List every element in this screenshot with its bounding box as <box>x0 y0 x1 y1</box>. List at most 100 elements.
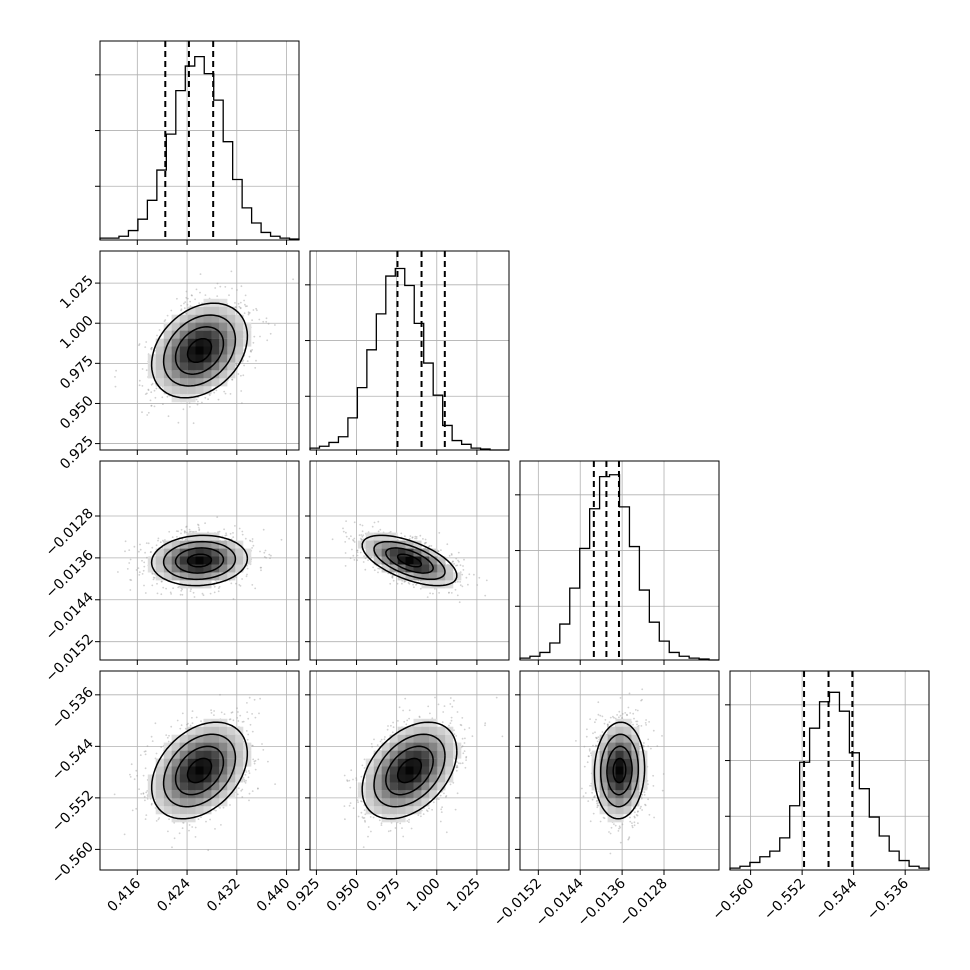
sample-point <box>344 565 347 567</box>
panel-frame <box>99 40 300 241</box>
sample-point <box>159 541 162 544</box>
panel-background <box>100 41 299 240</box>
sample-point <box>207 398 209 401</box>
sample-point <box>138 344 140 347</box>
sample-point <box>231 287 233 290</box>
sample-point <box>157 537 160 540</box>
sample-point <box>162 403 164 405</box>
sample-point <box>144 393 147 395</box>
scatter-panel <box>305 460 510 665</box>
sample-point <box>364 557 367 560</box>
sample-point <box>150 348 153 351</box>
sample-point <box>424 538 427 541</box>
sample-point <box>190 294 193 297</box>
sample-point <box>138 550 140 553</box>
sample-point <box>232 598 235 600</box>
sample-point <box>180 532 182 535</box>
sample-point <box>455 564 457 567</box>
sample-point <box>362 534 365 537</box>
sample-point <box>141 573 144 575</box>
sample-point <box>379 528 382 531</box>
sample-point <box>265 317 268 320</box>
sample-point <box>461 585 464 588</box>
density-cell <box>195 556 204 565</box>
sample-point <box>147 389 150 391</box>
sample-point <box>246 573 248 576</box>
density-cell <box>235 346 244 355</box>
density-cell <box>445 572 454 581</box>
sample-point <box>146 414 149 416</box>
sample-point <box>199 273 202 275</box>
sample-point <box>128 549 131 551</box>
sample-point <box>142 569 145 572</box>
sample-point <box>476 584 479 586</box>
sample-point <box>201 401 203 404</box>
sample-point <box>186 297 189 300</box>
sample-point <box>459 584 462 587</box>
sample-point <box>248 355 251 358</box>
sample-point <box>409 535 412 537</box>
sample-point <box>364 568 367 571</box>
density-cell <box>171 370 180 379</box>
sample-point <box>242 374 245 377</box>
sample-point <box>440 549 442 551</box>
sample-point <box>138 343 141 345</box>
sample-point <box>362 561 365 563</box>
sample-point <box>243 312 246 315</box>
sample-point <box>141 368 144 370</box>
sample-point <box>239 307 242 310</box>
sample-point <box>270 554 272 557</box>
sample-point <box>448 591 450 594</box>
sample-point <box>463 558 465 561</box>
sample-point <box>156 334 158 337</box>
sample-point <box>198 302 200 304</box>
sample-point <box>263 556 266 558</box>
sample-point <box>244 773 247 776</box>
sample-point <box>414 537 416 540</box>
sample-point <box>269 557 271 560</box>
sample-point <box>403 581 406 583</box>
sample-point <box>232 532 234 534</box>
sample-point <box>413 586 415 589</box>
sample-point <box>457 580 459 583</box>
sample-point <box>171 536 174 539</box>
sample-point <box>377 567 380 570</box>
sample-point <box>155 387 158 390</box>
sample-point <box>239 306 242 309</box>
sample-point <box>252 309 255 311</box>
sample-point <box>411 537 414 539</box>
sample-point <box>204 522 206 525</box>
sample-point <box>124 550 126 553</box>
sample-point <box>216 295 219 297</box>
sample-point <box>363 555 365 557</box>
sample-point <box>404 535 406 538</box>
sample-point <box>251 538 254 540</box>
sample-point <box>243 299 246 302</box>
sample-point <box>426 596 429 598</box>
sample-point <box>371 525 374 528</box>
sample-point <box>258 712 260 715</box>
sample-point <box>189 406 191 408</box>
sample-point <box>450 554 453 556</box>
sample-point <box>359 537 362 540</box>
sample-point <box>230 582 233 585</box>
histogram-panel <box>95 40 300 245</box>
sample-point <box>461 573 464 576</box>
sample-point <box>150 404 153 407</box>
density-cell <box>195 346 204 355</box>
sample-point <box>450 592 453 594</box>
sample-point <box>225 532 227 535</box>
sample-point <box>143 584 145 587</box>
sample-point <box>150 346 153 349</box>
sample-point <box>183 531 186 534</box>
sample-point <box>400 532 403 535</box>
sample-point <box>143 565 146 568</box>
sample-point <box>176 297 178 300</box>
sample-point <box>175 530 178 532</box>
sample-point <box>188 528 191 531</box>
sample-point <box>138 574 141 576</box>
density-cell <box>381 532 390 541</box>
density-cell <box>155 354 164 363</box>
sample-point <box>150 405 153 407</box>
sample-point <box>238 305 241 308</box>
